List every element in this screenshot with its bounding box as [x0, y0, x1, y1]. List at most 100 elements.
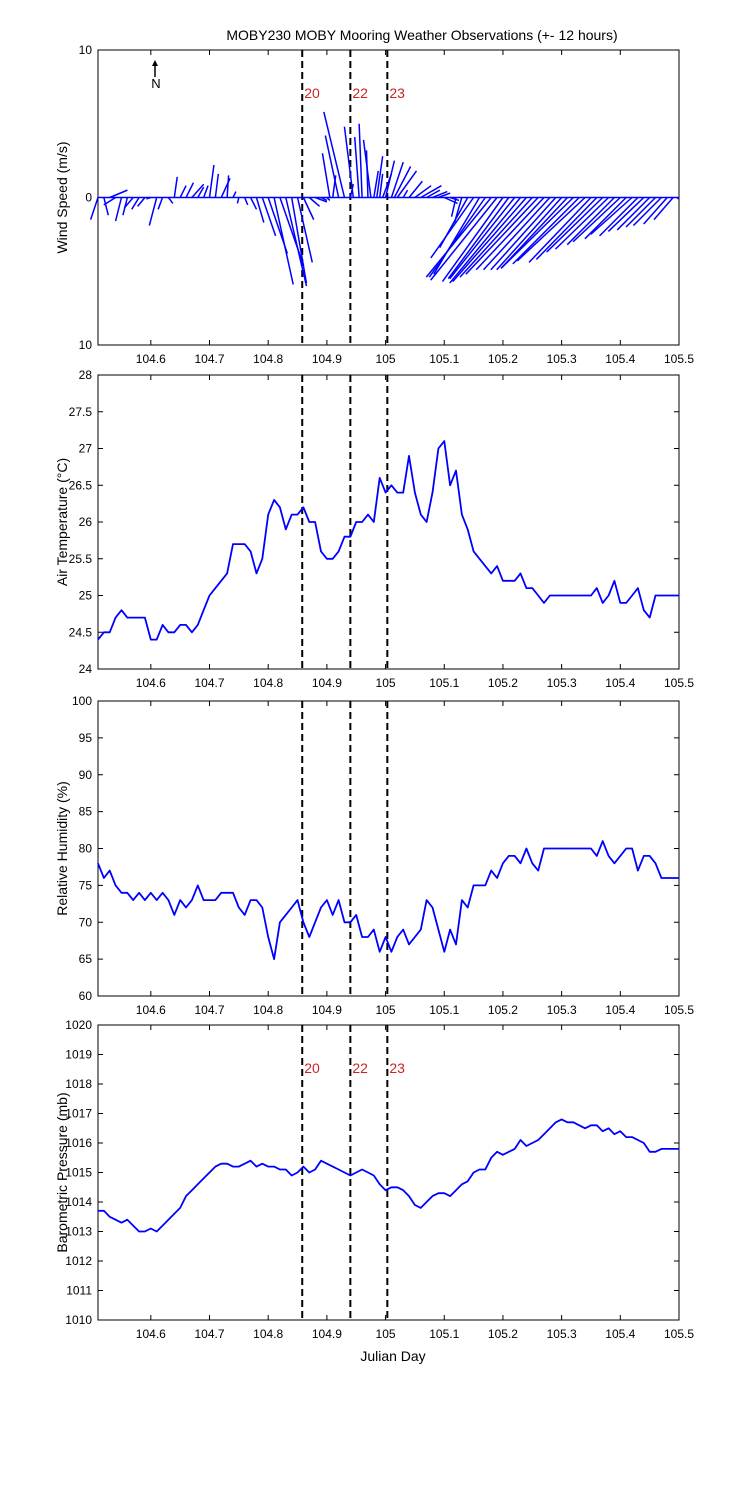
wind-stick: [103, 196, 117, 206]
x-tick-label: 105.4: [605, 352, 635, 366]
data-point: [519, 1139, 522, 1141]
data-point: [566, 594, 569, 597]
panel-temperature: 104.6 104.7 104.8 104.9 105 105.1 105.2 105.3 10…: [54, 368, 694, 690]
data-point: [678, 877, 680, 879]
y-tick-label: 85: [79, 805, 93, 819]
data-point: [232, 892, 234, 894]
data-point: [320, 1160, 322, 1162]
data-point: [654, 1151, 657, 1153]
marker-label-23: 23: [389, 85, 405, 101]
wind-stick: [607, 196, 645, 232]
wind-stick: [447, 197, 510, 280]
data-point: [267, 1166, 269, 1168]
data-point: [150, 892, 152, 894]
wind-stick: [414, 185, 432, 199]
data-point: [514, 580, 516, 582]
data-point: [537, 594, 539, 597]
y-tick-label: 75: [79, 878, 93, 892]
data-point: [279, 921, 281, 923]
wind-stick: [323, 111, 346, 198]
wind-stick: [255, 197, 265, 223]
data-point: [431, 1195, 434, 1197]
wind-stick: [167, 197, 174, 204]
data-point: [402, 492, 404, 494]
wind-stick: [465, 196, 539, 275]
data-point: [103, 1210, 105, 1212]
wind-stick: [554, 196, 610, 250]
data-point: [607, 1127, 610, 1129]
data-point: [179, 624, 181, 626]
data-point: [373, 1174, 375, 1177]
data-point: [584, 847, 586, 850]
wind-stick: [572, 196, 621, 243]
wind-stick: [449, 196, 460, 202]
data-point: [449, 1195, 451, 1197]
data-point: [613, 862, 616, 864]
data-point: [185, 906, 187, 909]
data-point: [643, 855, 645, 857]
data-point: [120, 609, 123, 611]
data-point: [396, 1186, 398, 1188]
wind-stick: [396, 170, 418, 198]
data-point: [238, 1166, 240, 1168]
data-point: [343, 921, 346, 923]
data-point: [144, 1230, 146, 1233]
wind-stick: [214, 173, 220, 198]
x-tick-label: 105.4: [605, 676, 635, 690]
wind-stick: [320, 196, 328, 202]
data-point: [203, 609, 205, 611]
data-point: [367, 936, 369, 938]
data-point: [549, 1127, 551, 1129]
data-point: [572, 1121, 574, 1123]
data-point: [478, 1168, 481, 1171]
wind-stick: [296, 197, 314, 263]
panels: 104.6 104.7 104.8 104.9 105 105.1 105.2 105.3 10…: [54, 43, 694, 1341]
data-point: [437, 447, 439, 450]
data-point: [561, 594, 563, 597]
data-point: [361, 521, 363, 523]
data-point: [167, 1219, 170, 1221]
data-point: [631, 847, 633, 850]
data-point: [555, 594, 557, 597]
data-point: [179, 1207, 181, 1209]
data-point: [332, 1166, 334, 1168]
data-point: [138, 1230, 140, 1233]
data-point: [132, 899, 134, 901]
x-tick-label: 104.7: [194, 676, 224, 690]
data-point: [302, 921, 305, 923]
data-point: [238, 543, 240, 545]
data-point: [519, 862, 522, 864]
marker-label-23: 23: [389, 1060, 405, 1076]
y-tick-label: 25: [79, 589, 93, 603]
wind-stick: [157, 197, 164, 210]
data-point: [97, 862, 99, 864]
x-tick-label: 104.7: [194, 1003, 224, 1017]
data-point: [367, 514, 369, 516]
data-point: [525, 587, 528, 589]
data-point: [437, 929, 439, 931]
y-tick-label: 80: [79, 842, 93, 856]
data-point: [332, 914, 334, 916]
y-tick-label: 70: [79, 915, 93, 929]
data-point: [167, 631, 170, 633]
x-tick-label: 105: [376, 1327, 396, 1341]
data-point: [173, 914, 175, 916]
wind-stick: [378, 173, 384, 198]
data-point: [572, 594, 574, 597]
data-point: [261, 558, 263, 560]
data-point: [484, 884, 486, 886]
data-point: [214, 1166, 216, 1168]
data-point: [525, 847, 528, 850]
x-tick-label: 104.9: [312, 676, 342, 690]
data-point: [115, 616, 117, 619]
data-point: [244, 543, 246, 545]
wind-stick: [324, 135, 340, 198]
data-point: [173, 631, 175, 633]
data-point: [643, 1142, 645, 1144]
x-axis-label: Julian Day: [360, 1348, 425, 1364]
data-point: [326, 1163, 328, 1165]
data-point: [244, 914, 246, 916]
data-point: [602, 840, 604, 842]
data-point: [220, 892, 222, 894]
wind-stick: [197, 186, 205, 198]
